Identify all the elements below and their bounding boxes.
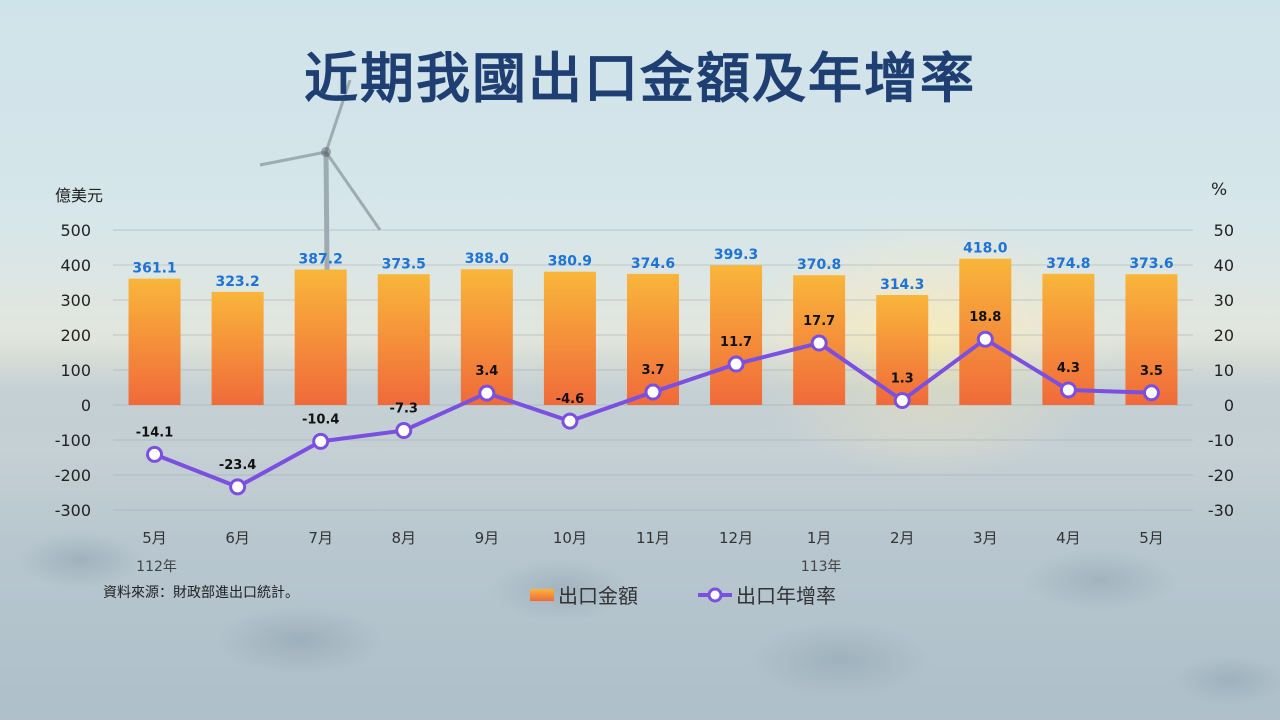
bar-data-label: 373.6	[1129, 256, 1173, 272]
bar-data-label: 418.0	[963, 241, 1008, 257]
growth-rate-point	[1059, 381, 1077, 399]
left-axis-tick-label: 200	[60, 326, 91, 345]
legend-item-export-value: 出口金額	[530, 580, 638, 609]
source-note: 資料來源：財政部進出口統計。	[103, 585, 299, 601]
growth-rate-point	[727, 355, 745, 373]
growth-rate-point	[229, 478, 247, 496]
background-rocks	[0, 440, 1280, 720]
line-data-label: 3.5	[1140, 364, 1163, 379]
line-data-label: 3.7	[641, 363, 664, 378]
bar-data-label: 374.8	[1046, 256, 1090, 272]
growth-rate-point	[146, 445, 164, 463]
growth-rate-point	[312, 432, 330, 450]
left-axis-tick-label: -200	[55, 466, 91, 485]
x-axis-tick-label: 1月	[807, 529, 832, 547]
line-data-label: -10.4	[302, 412, 339, 427]
line-data-label: 11.7	[720, 335, 752, 350]
left-axis-tick-label: 300	[60, 291, 91, 310]
bar-data-label: 388.0	[465, 251, 510, 267]
right-axis-tick-label: -10	[1208, 431, 1234, 450]
growth-rate-point	[810, 334, 828, 352]
x-axis-tick-label: 12月	[719, 529, 753, 547]
growth-rate-point	[561, 412, 579, 430]
right-axis-tick-label: 40	[1214, 256, 1234, 275]
line-data-label: -7.3	[390, 402, 418, 417]
left-axis-tick-label: 0	[81, 396, 91, 415]
x-axis-year-label: 113年	[801, 559, 842, 575]
bar-export-value	[377, 274, 430, 405]
x-axis-tick-label: 7月	[308, 529, 333, 547]
left-axis-tick-label: 400	[60, 256, 91, 275]
bar-data-label: 373.5	[382, 256, 426, 272]
growth-rate-point	[893, 391, 911, 409]
line-data-label: -23.4	[219, 458, 256, 473]
growth-rate-point	[395, 422, 413, 440]
bar-data-label: 374.6	[631, 256, 675, 272]
x-axis-tick-label: 5月	[1139, 529, 1164, 547]
bar-data-label: 387.2	[299, 251, 343, 267]
right-axis-tick-label: 10	[1214, 361, 1234, 380]
bar-export-value	[627, 273, 679, 405]
bar-export-value	[1125, 274, 1178, 405]
bar-data-label: 323.2	[215, 274, 259, 290]
legend-label-growth-rate: 出口年增率	[736, 584, 836, 608]
x-axis-tick-label: 10月	[553, 529, 587, 547]
growth-rate-point	[1142, 384, 1160, 402]
right-axis-tick-label: -30	[1208, 501, 1234, 520]
x-axis-tick-label: 2月	[890, 529, 915, 547]
bar-export-value	[128, 278, 181, 405]
legend-line-swatch	[698, 587, 732, 602]
bar-data-label: 380.9	[548, 254, 592, 270]
bar-export-value	[460, 269, 513, 405]
x-axis-tick-label: 4月	[1056, 529, 1081, 547]
right-axis-tick-label: -20	[1208, 466, 1234, 485]
right-axis-tick-label: 50	[1214, 221, 1234, 240]
x-axis-tick-label: 8月	[391, 529, 416, 547]
left-axis-unit: 億美元	[55, 186, 104, 205]
bar-data-label: 370.8	[797, 257, 841, 273]
bar-data-label: 361.1	[132, 261, 176, 277]
x-axis-tick-label: 5月	[142, 529, 167, 547]
line-data-label: -4.6	[556, 392, 584, 407]
legend-label-export-value: 出口金額	[558, 584, 638, 608]
line-data-label: -14.1	[136, 425, 173, 440]
growth-rate-point	[976, 330, 994, 348]
bar-export-value	[710, 265, 763, 405]
right-axis-tick-label: 0	[1224, 396, 1234, 415]
line-data-label: 17.7	[803, 314, 835, 329]
bar-data-label: 314.3	[880, 277, 924, 293]
x-axis-tick-label: 11月	[636, 529, 670, 547]
bar-export-value	[543, 271, 596, 405]
legend-bar-swatch	[530, 588, 554, 601]
legend-item-growth-rate: 出口年增率	[698, 580, 836, 609]
line-data-label: 18.8	[969, 310, 1001, 325]
x-axis-tick-label: 6月	[225, 529, 250, 547]
left-axis-tick-label: -300	[55, 501, 91, 520]
line-data-label: 1.3	[891, 371, 914, 386]
page-title: 近期我國出口金額及年增率	[304, 47, 976, 110]
growth-rate-point	[478, 384, 496, 402]
line-data-label: 3.4	[475, 364, 498, 379]
growth-rate-point	[644, 383, 662, 401]
bar-data-label: 399.3	[714, 247, 758, 263]
x-axis-year-label: 112年	[136, 559, 177, 575]
line-data-label: 4.3	[1057, 361, 1080, 376]
left-axis-tick-label: -100	[55, 431, 91, 450]
bar-export-value	[294, 269, 347, 405]
right-axis-unit: %	[1211, 180, 1228, 200]
right-axis-tick-label: 30	[1214, 291, 1234, 310]
x-axis-tick-label: 3月	[973, 529, 998, 547]
left-axis-tick-label: 100	[60, 361, 91, 380]
x-axis-tick-label: 9月	[475, 529, 500, 547]
left-axis-tick-label: 500	[60, 221, 91, 240]
bar-export-value	[211, 291, 264, 405]
right-axis-tick-label: 20	[1214, 326, 1234, 345]
